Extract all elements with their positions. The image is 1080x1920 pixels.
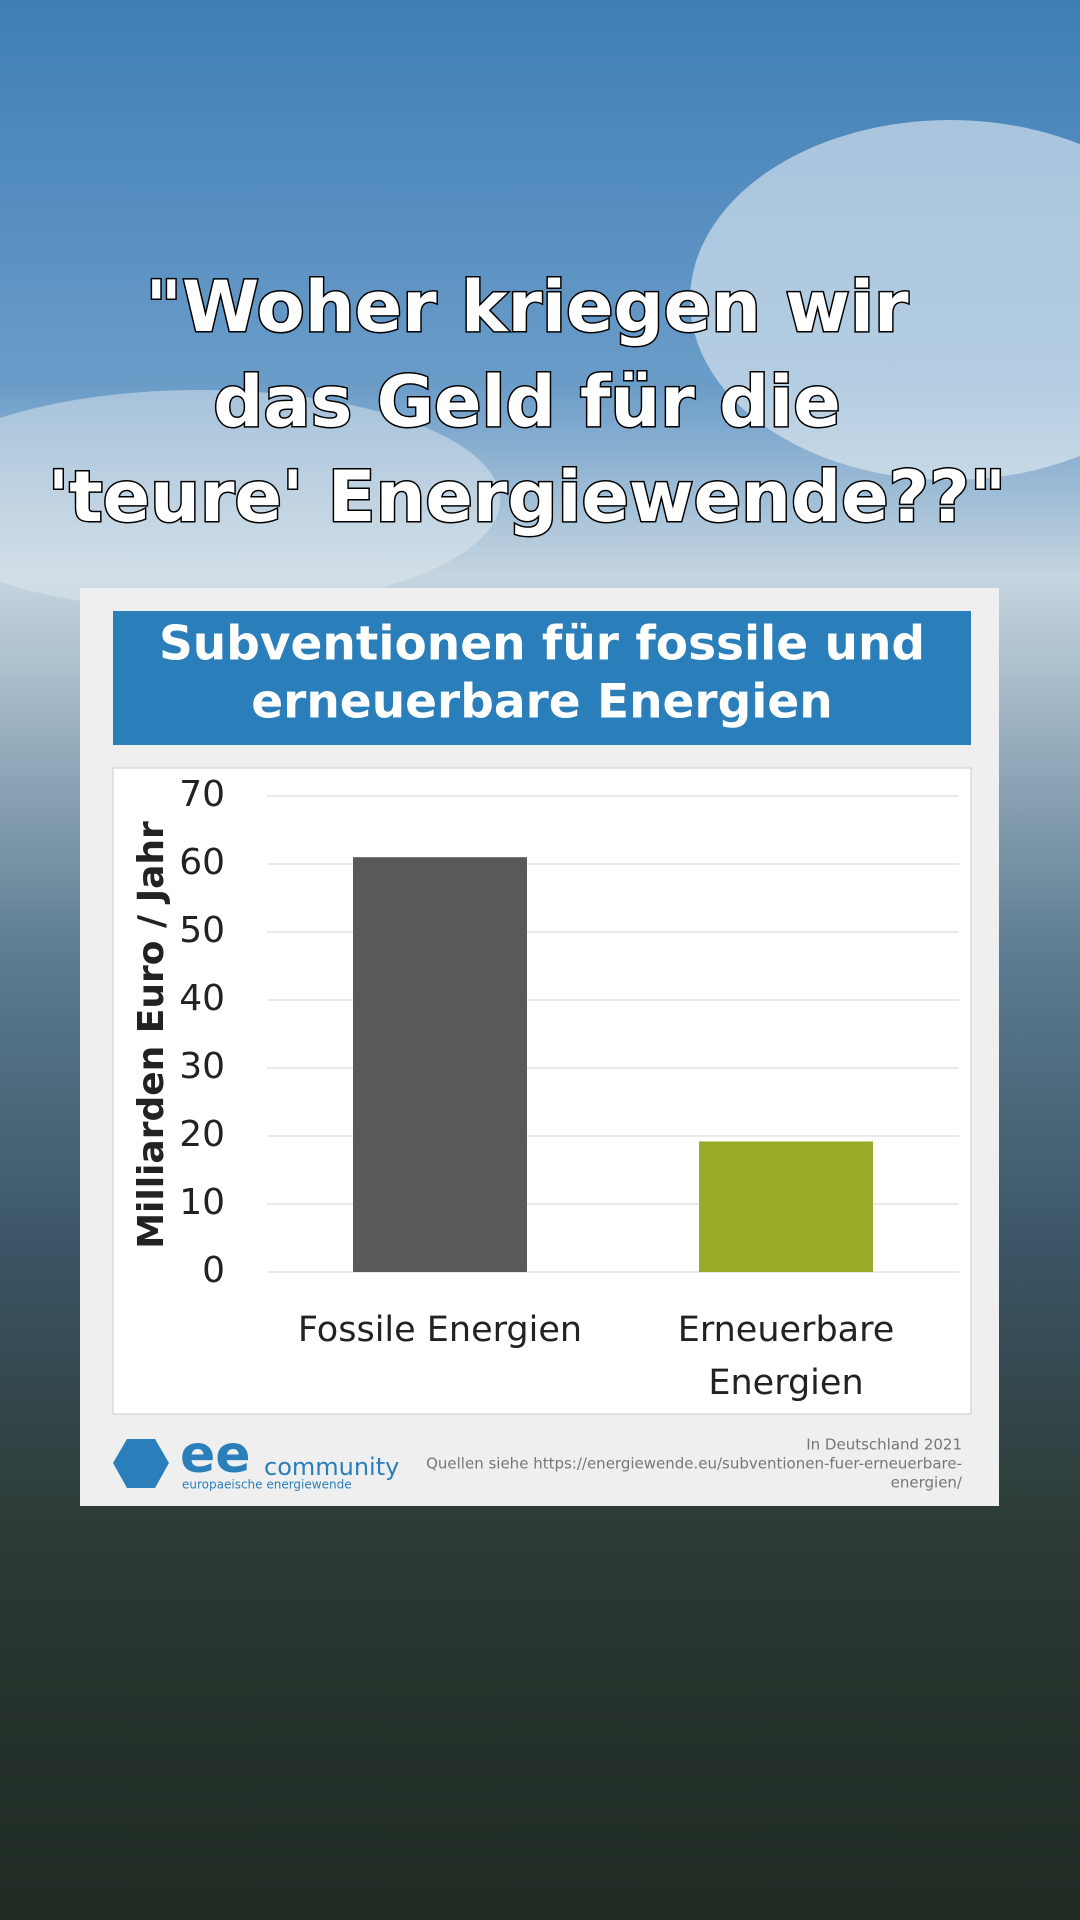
- cloud: [0, 390, 500, 610]
- chart-title-line: erneuerbare Energien: [251, 675, 832, 730]
- note-line: Quellen siehe https://energiewende.eu/su…: [426, 1455, 962, 1473]
- bar: [353, 857, 527, 1272]
- y-tick-label: 70: [179, 774, 225, 815]
- y-tick-label: 60: [179, 842, 225, 883]
- plot: 0 10 20 30 40 50 60 70 Fossile Energien Erneuerba…: [179, 774, 959, 1403]
- chart-panel: [112, 767, 972, 1415]
- y-tick-label: 40: [179, 978, 225, 1019]
- note-line: In Deutschland 2021: [806, 1436, 962, 1454]
- chart-title-line: Subventionen für fossile und: [159, 617, 925, 672]
- x-tick-label: Erneuerbare Energien: [678, 1310, 895, 1403]
- y-axis-label: Milliarden Euro / Jahr: [131, 821, 172, 1249]
- cloud: [690, 120, 1080, 480]
- title-box: [113, 611, 971, 745]
- y-tick-label: 20: [179, 1114, 225, 1155]
- logo-mark: ee: [180, 1425, 251, 1485]
- logo: ee community europaeische energiewende: [113, 1425, 399, 1492]
- y-tick-label: 30: [179, 1046, 225, 1087]
- chart-title: Subventionen für fossile underneuerbare …: [159, 617, 925, 730]
- bar: [699, 1141, 873, 1272]
- x-tick-label: Fossile Energien: [298, 1310, 582, 1350]
- caption-line: 'teure' Energiewende??": [48, 456, 1006, 538]
- logo-tagline: europaeische energiewende: [182, 1478, 352, 1492]
- caption-line: "Woher kriegen wir: [146, 266, 909, 348]
- y-tick-label: 10: [179, 1182, 225, 1223]
- y-tick-label: 50: [179, 910, 225, 951]
- note-line: energien/: [891, 1474, 963, 1492]
- y-tick-label: 0: [202, 1250, 225, 1291]
- logo-icon: [113, 1439, 169, 1488]
- caption: "Woher kriegen wir das Geld für die 'teure…: [46, 265, 1007, 540]
- logo-name: community: [264, 1453, 399, 1481]
- caption-line: das Geld für die: [213, 361, 841, 443]
